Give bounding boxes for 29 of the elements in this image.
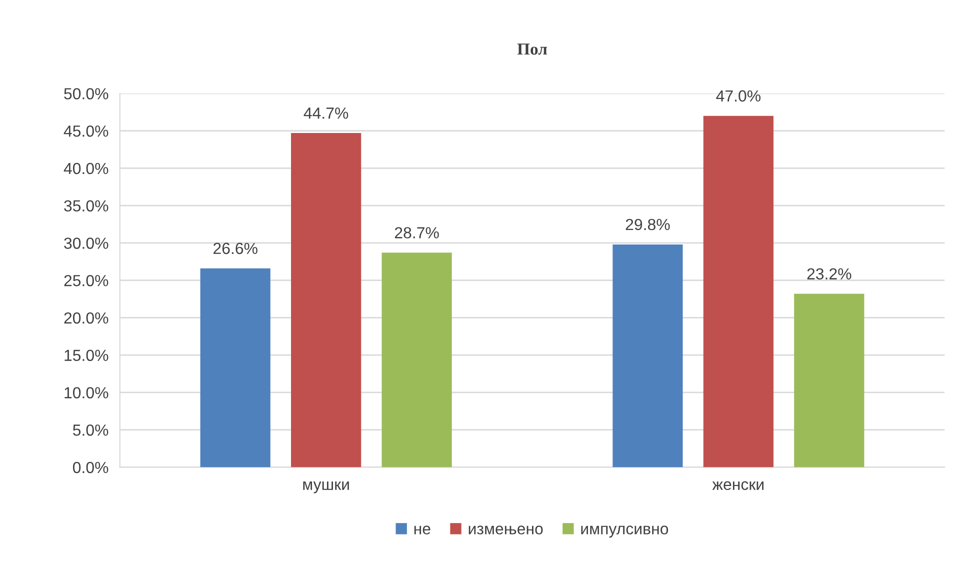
y-tick-label: 20.0% — [64, 312, 108, 324]
y-tick-label: 0.0% — [72, 462, 108, 474]
y-tick-label: 40.0% — [64, 162, 108, 174]
data-label: 26.6% — [214, 242, 258, 254]
y-tick-label: 30.0% — [64, 238, 108, 249]
x-tick-label: женски — [712, 481, 764, 490]
data-label: 44.7% — [304, 108, 348, 119]
data-label: 29.8% — [626, 218, 670, 230]
legend-label: измењено — [468, 526, 543, 534]
y-tick-label: 50.0% — [64, 88, 108, 100]
data-label: 23.2% — [807, 268, 852, 280]
x-tick-label: мушки — [303, 481, 349, 494]
y-tick-label: 10.0% — [64, 387, 108, 398]
bar — [612, 244, 683, 468]
bar — [703, 116, 774, 468]
y-tick-label: 25.0% — [64, 274, 108, 286]
bar — [291, 133, 362, 468]
bar — [794, 294, 864, 468]
bar — [382, 252, 452, 468]
data-label: 47.0% — [716, 90, 761, 102]
y-tick-label: 45.0% — [64, 125, 108, 137]
y-tick-label: 5.0% — [73, 424, 108, 436]
chart-title: Пол — [517, 44, 548, 55]
bar — [200, 268, 270, 468]
y-tick-label: 15.0% — [64, 350, 108, 362]
legend-label: не — [414, 526, 430, 534]
legend-label: импулсивно — [581, 526, 668, 538]
y-tick-label: 35.0% — [64, 200, 108, 212]
data-label: 28.7% — [394, 227, 439, 238]
